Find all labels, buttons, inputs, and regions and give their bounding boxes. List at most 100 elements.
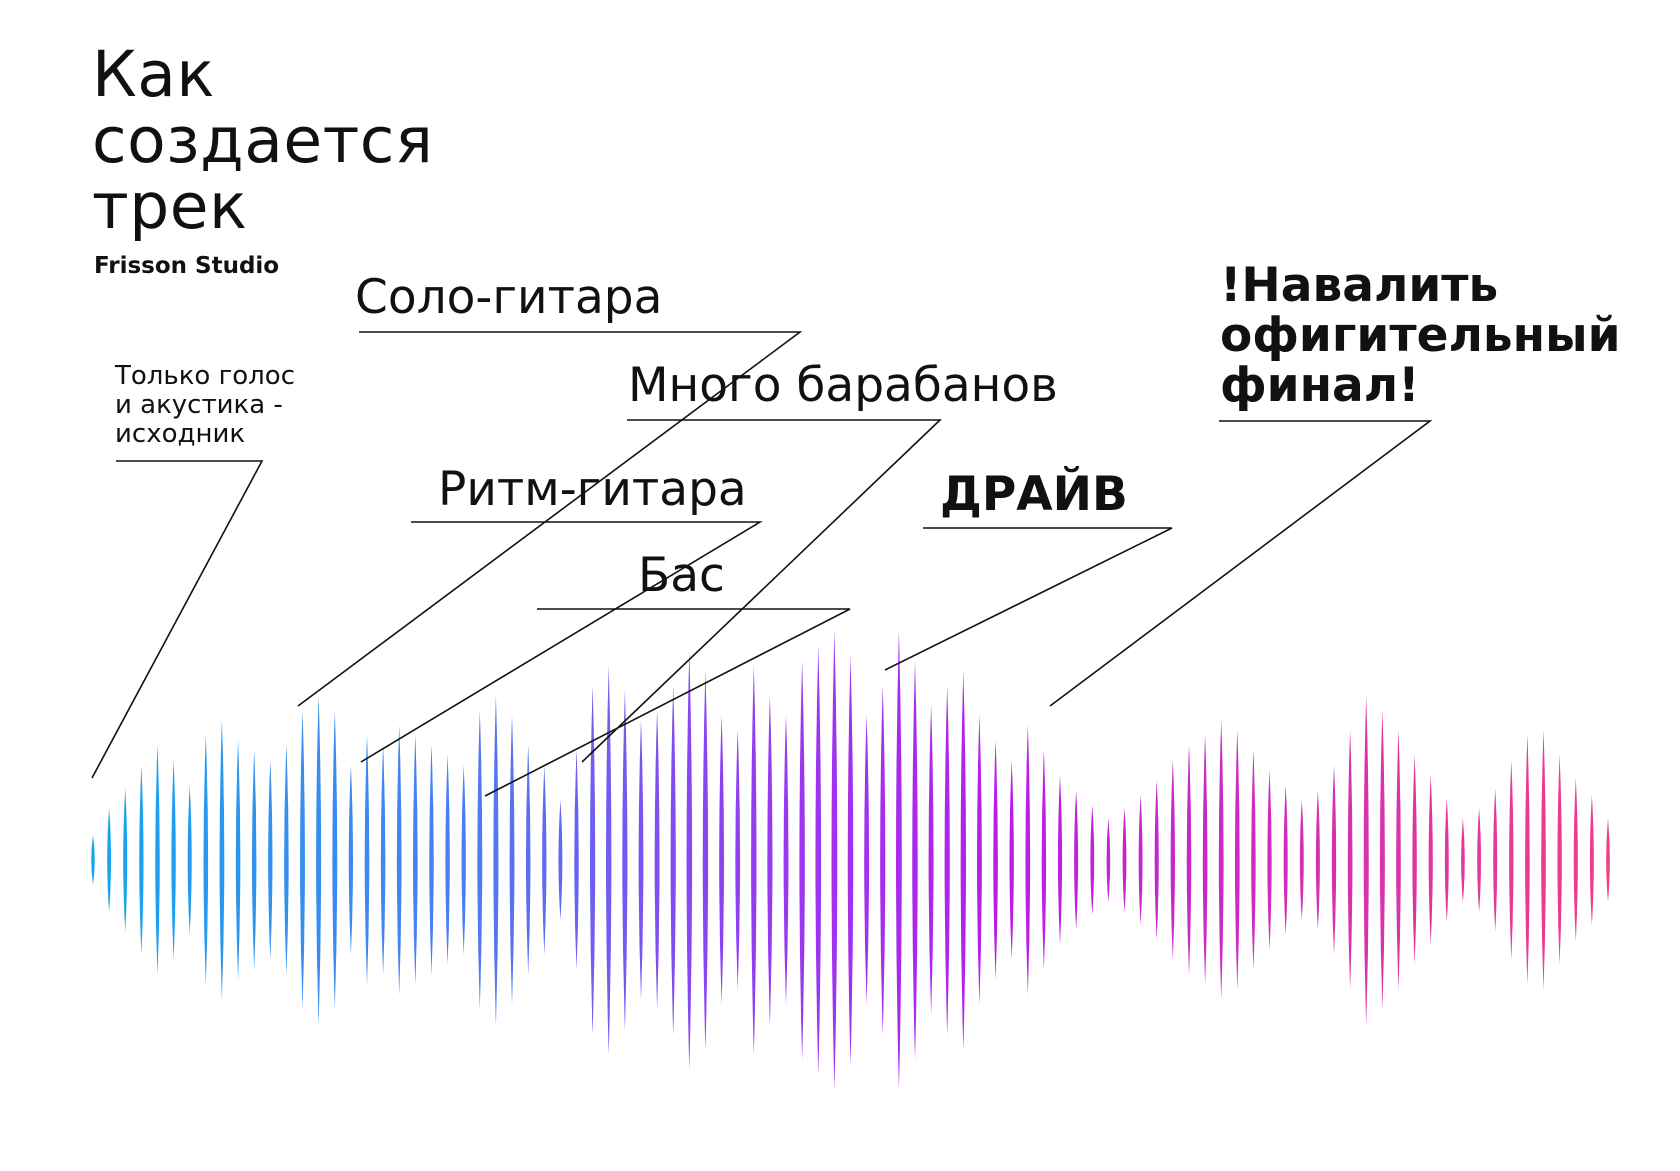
waveform-spike xyxy=(1283,785,1288,935)
studio-name: Frisson Studio xyxy=(94,253,280,279)
waveform-spike xyxy=(91,835,95,885)
waveform-spike xyxy=(139,765,144,955)
waveform-spike xyxy=(1396,730,1401,990)
waveform-spike xyxy=(1461,818,1465,902)
waveform-spike xyxy=(880,685,886,1035)
waveform-spike xyxy=(1299,800,1304,920)
callout-final xyxy=(1049,420,1433,707)
waveform-spike xyxy=(1025,725,1031,995)
waveform-spike xyxy=(1154,780,1159,940)
waveform-spike xyxy=(1589,795,1594,925)
label-solo-guitar: Соло-гитара xyxy=(355,270,663,325)
waveform-spike xyxy=(751,665,757,1055)
waveform-spike xyxy=(284,745,289,975)
waveform-spike xyxy=(251,750,257,970)
waveform-spike xyxy=(171,760,176,960)
waveform-spike xyxy=(1363,695,1369,1025)
callout-drive xyxy=(884,527,1173,671)
waveform-spike xyxy=(702,670,709,1050)
waveform-spike xyxy=(670,685,676,1035)
waveform-spike xyxy=(509,715,515,1005)
waveform-spike xyxy=(219,720,225,1000)
waveform-spike xyxy=(380,745,386,975)
waveform-spike xyxy=(155,745,160,975)
waveform-spike xyxy=(1444,798,1449,922)
waveform-spike xyxy=(1041,750,1047,970)
waveform-spike xyxy=(413,735,418,985)
waveform-spike xyxy=(348,765,353,955)
waveform-spike xyxy=(1347,730,1353,990)
waveform-spike xyxy=(1557,755,1562,965)
label-final-line-3: финал! xyxy=(1220,358,1420,413)
waveform-spike xyxy=(912,660,918,1060)
waveform-spike xyxy=(477,710,483,1010)
waveform-spike xyxy=(493,695,499,1025)
waveform-spike xyxy=(542,765,547,955)
waveform-spike xyxy=(1477,808,1481,912)
waveform-spike xyxy=(928,705,934,1015)
callout-lines xyxy=(91,331,1433,797)
waveform-spike xyxy=(1202,735,1208,985)
waveform-spike xyxy=(944,685,950,1035)
waveform-spike xyxy=(622,690,628,1030)
waveform-spike xyxy=(1315,790,1320,930)
waveform-spike xyxy=(429,745,434,975)
waveform-spike xyxy=(1606,818,1610,902)
waveform-spike xyxy=(1251,750,1256,970)
waveform-spike xyxy=(1525,735,1530,985)
waveform-spike xyxy=(396,725,402,995)
waveform-spike xyxy=(1009,760,1014,960)
label-voice-line-1: Только голос xyxy=(115,361,295,391)
waveform-spike xyxy=(1122,808,1127,912)
waveform-spike xyxy=(1493,788,1498,932)
waveform-spike xyxy=(993,740,998,980)
page-title: Как создается трек xyxy=(92,42,433,240)
waveform-spike xyxy=(831,630,838,1090)
waveform-spike xyxy=(364,735,370,985)
waveform-spike xyxy=(638,720,644,1000)
waveform-spike xyxy=(268,760,273,960)
label-drive: ДРАЙВ xyxy=(940,467,1128,522)
waveform-spike xyxy=(1541,730,1546,990)
callout-voice xyxy=(91,460,264,779)
label-final: !Навалить офигительный финал! xyxy=(1220,261,1621,411)
waveform-spike xyxy=(590,685,596,1035)
title-line-2: создается xyxy=(92,104,434,177)
waveform-spike xyxy=(235,740,241,980)
waveform-spike xyxy=(1186,745,1192,975)
waveform-spike xyxy=(123,788,128,932)
label-bass: Бас xyxy=(638,548,725,603)
label-rhythm-guitar: Ритм-гитара xyxy=(438,462,747,517)
waveform-spike xyxy=(1218,720,1224,1000)
waveform-spike xyxy=(815,645,822,1075)
waveform-spike xyxy=(187,785,192,935)
waveform-spike xyxy=(896,630,902,1090)
waveform-spike xyxy=(574,750,579,970)
label-final-line-2: офигительный xyxy=(1220,308,1621,363)
callout-rhythm xyxy=(360,521,763,763)
waveform-spike xyxy=(1234,730,1240,990)
waveform-spike xyxy=(1267,770,1272,950)
waveform-spikes xyxy=(91,630,1610,1090)
callout-solo xyxy=(297,331,803,707)
waveform-spike xyxy=(719,715,724,1005)
waveform-spike xyxy=(1573,778,1578,942)
waveform-spike xyxy=(1412,755,1417,965)
waveform-spike xyxy=(1170,760,1175,960)
waveform-spike xyxy=(300,710,305,1010)
waveform-spike xyxy=(686,650,693,1070)
waveform-spike xyxy=(558,800,563,920)
waveform-spike xyxy=(767,695,773,1025)
waveform-spike xyxy=(1106,818,1111,902)
waveform-spike xyxy=(847,655,854,1065)
waveform-spike xyxy=(203,735,209,985)
label-drums: Много барабанов xyxy=(628,358,1058,413)
waveform-spike xyxy=(525,745,531,975)
waveform-spike xyxy=(1509,760,1514,960)
waveform-spike xyxy=(735,730,741,990)
waveform-spike xyxy=(654,710,660,1010)
waveform-spike xyxy=(1331,765,1337,955)
waveform-spike xyxy=(1138,795,1143,925)
title-line-3: трек xyxy=(92,170,248,243)
